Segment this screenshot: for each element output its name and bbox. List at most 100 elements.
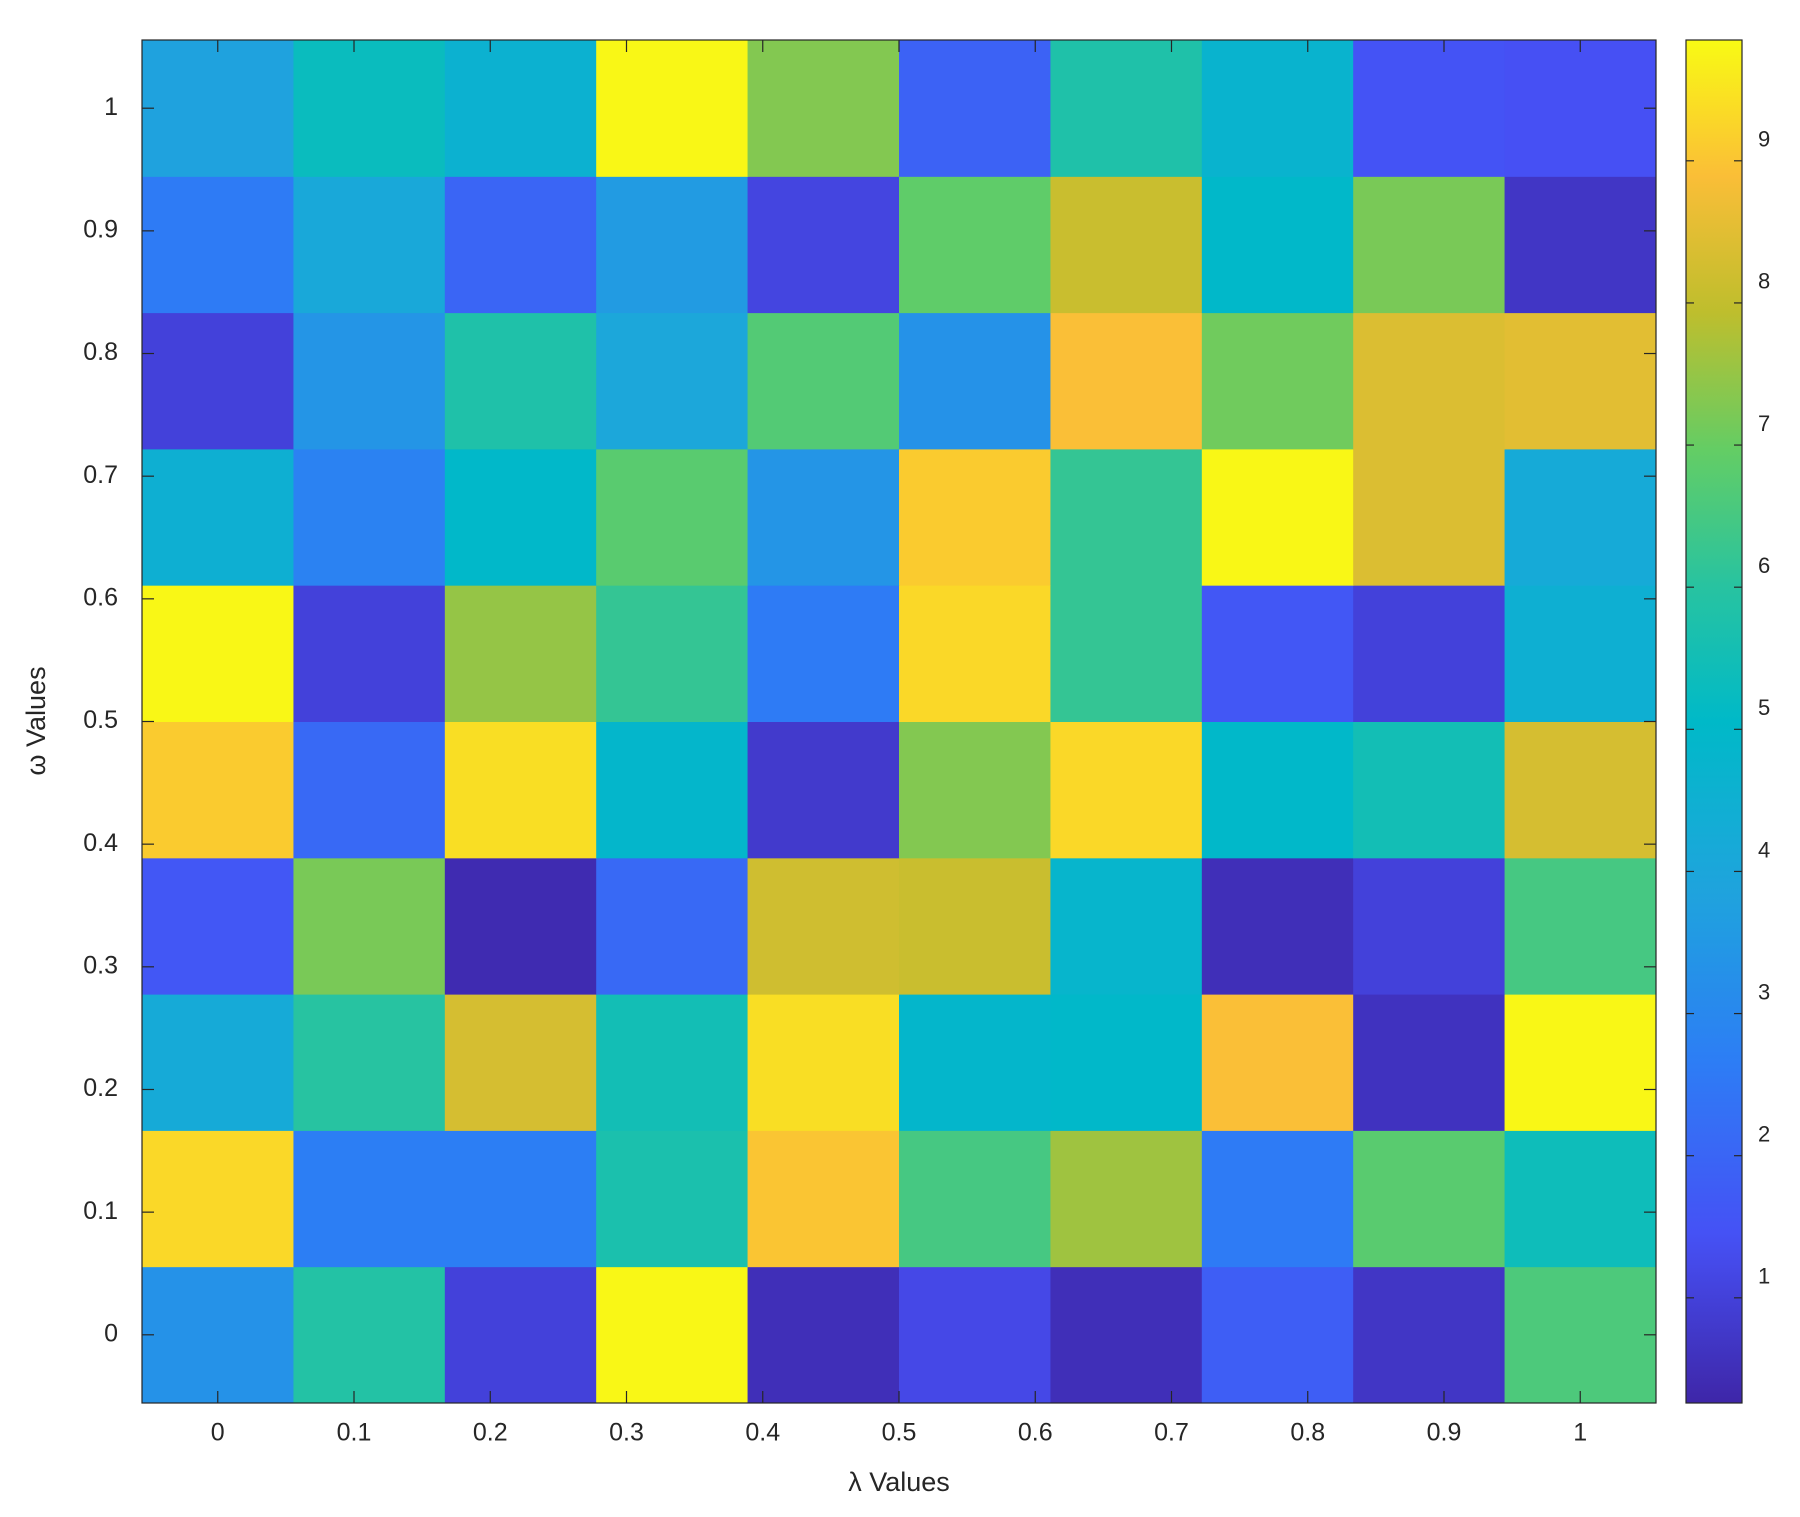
heatmap-cell [596,857,749,995]
heatmap-cell [596,448,749,586]
heatmap-cell [1201,994,1354,1131]
heatmap-cell [293,994,446,1131]
heatmap-cell [1201,40,1354,177]
heatmap-cell [596,994,749,1131]
heatmap-cell [1353,40,1506,177]
heatmap-cell [1504,994,1657,1131]
x-tick-label: 0.9 [1427,1419,1462,1447]
colorbar-tick-label: 5 [1758,695,1770,720]
y-tick-label: 0.3 [83,951,118,979]
heatmap-cell [747,585,900,722]
heatmap-cell [293,585,446,722]
heatmap-cell [1353,1266,1506,1404]
heatmap-cell [142,1266,294,1404]
x-tick-label: 0.1 [337,1419,372,1447]
heatmap-cell [293,176,446,314]
heatmap-cell [1050,312,1203,450]
heatmap-cell [899,585,1051,722]
heatmap-cell [1353,857,1506,995]
heatmap-cell [1504,721,1657,859]
heatmap-cell [747,994,900,1131]
heatmap-cell [142,721,294,859]
y-tick-label: 0.2 [83,1074,118,1102]
heatmap-cell [142,857,294,995]
heatmap-cell [444,1266,597,1404]
heatmap-cell [899,1266,1051,1404]
heatmap-cell [1050,1266,1203,1404]
y-axis-label: ω Values [21,666,51,775]
heatmap-cell [1050,1130,1203,1268]
heatmap-cell [747,176,900,314]
heatmap-cell [596,721,749,859]
heatmap-cell [1201,448,1354,586]
heatmap-cell [1353,1130,1506,1268]
y-tick-label: 0.7 [83,461,118,489]
heatmap-cell [142,1130,294,1268]
heatmap-cell [1050,994,1203,1131]
colorbar-tick-label: 6 [1758,553,1770,578]
x-tick-label: 0.3 [609,1419,644,1447]
heatmap-cell [444,176,597,314]
heatmap-cell [1201,312,1354,450]
heatmap-cell [1201,857,1354,995]
heatmap-cell [1201,1130,1354,1268]
heatmap-cell [1201,721,1354,859]
heatmap-cell [899,721,1051,859]
colorbar [1685,39,1743,1404]
heatmap-cell [1353,721,1506,859]
x-tick-label: 0.7 [1154,1419,1189,1447]
heatmap-cell [142,585,294,722]
colorbar-tick-label: 7 [1758,411,1770,436]
y-tick-label: 0.4 [83,829,118,857]
x-tick-label: 0.2 [473,1419,508,1447]
y-tick-label: 0 [104,1319,118,1347]
heatmap-cell [293,40,446,177]
y-tick-label: 0.8 [83,338,118,366]
heatmap-cell [444,312,597,450]
heatmap-cell [1201,1266,1354,1404]
heatmap-cell [1353,448,1506,586]
heatmap-cell [1504,312,1657,450]
heatmap-cell [142,448,294,586]
y-tick-label: 0.1 [83,1197,118,1225]
heatmap-cell [747,312,900,450]
heatmap-cell [1504,176,1657,314]
heatmap-cell [1201,176,1354,314]
colorbar-tick-label: 3 [1758,979,1770,1004]
heatmap-cell [596,1266,749,1404]
heatmap-cell [444,721,597,859]
heatmap-cell [1050,857,1203,995]
y-tick-label: 0.9 [83,215,118,243]
heatmap-cell [596,585,749,722]
heatmap-cell [1504,857,1657,995]
heatmap-cell [596,1130,749,1268]
heatmap-cell [596,40,749,177]
heatmap-cell [747,1130,900,1268]
heatmap-cell [444,40,597,177]
colorbar-tick-label: 8 [1758,269,1770,294]
y-tick-label: 0.6 [83,583,118,611]
heatmap-cell [747,40,900,177]
x-tick-label: 1 [1573,1419,1587,1447]
heatmap-cell [142,40,294,177]
x-tick-label: 0.4 [745,1419,780,1447]
heatmap-cell [293,312,446,450]
heatmap-cell [747,448,900,586]
heatmap-cell [293,1266,446,1404]
x-tick-label: 0.6 [1018,1419,1053,1447]
heatmap-cell [293,857,446,995]
heatmap-cell [444,994,597,1131]
heatmap-cell [596,312,749,450]
heatmap-cell [1353,312,1506,450]
heatmap-cell [899,176,1051,314]
heatmap-cell [142,312,294,450]
heatmap-cell [444,585,597,722]
heatmap-cell [747,721,900,859]
heatmap-cell [1353,994,1506,1131]
heatmap-cell [1050,448,1203,586]
colorbar-tick-label: 9 [1758,127,1770,152]
heatmap-cell [747,1266,900,1404]
heatmap-cell [1504,585,1657,722]
heatmap-cell [444,1130,597,1268]
heatmap-cell [1353,585,1506,722]
